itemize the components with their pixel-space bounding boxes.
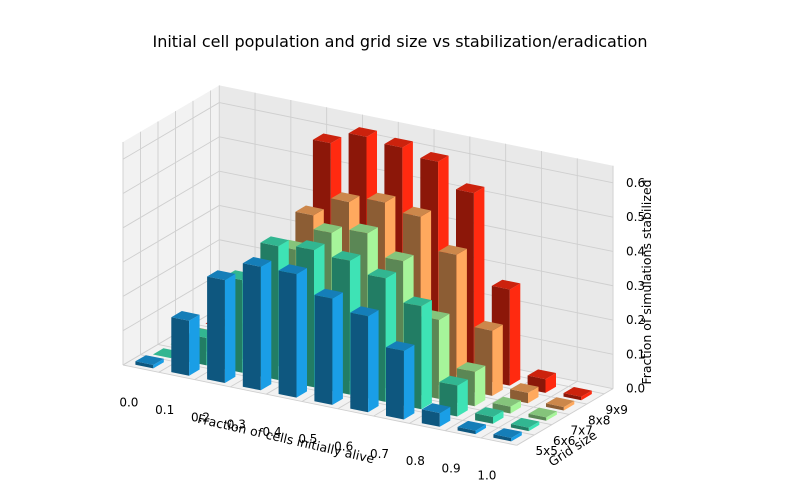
y-tick-label: 5x5: [536, 444, 558, 458]
bar: [546, 397, 575, 411]
bar: [314, 288, 343, 405]
x-tick-label: 0.8: [406, 454, 425, 468]
y-tick-label: 8x8: [588, 413, 610, 427]
grid-line: [219, 102, 614, 184]
bar: [492, 396, 521, 414]
bar: [563, 387, 592, 401]
y-tick-label: 7x7: [571, 424, 593, 438]
z-tick-label: 0.1: [626, 347, 645, 361]
grid-line: [516, 388, 614, 446]
bar: [493, 428, 522, 442]
grid-line: [122, 273, 220, 332]
x-tick-label: 1.0: [477, 469, 496, 483]
bar: [386, 341, 415, 420]
grid-line: [122, 205, 220, 263]
z-tick-label: 0.5: [626, 210, 645, 224]
grid-line: [122, 239, 220, 297]
grid-line: [219, 136, 614, 218]
bar: [278, 264, 307, 398]
bar: [207, 270, 236, 383]
grid-line: [444, 373, 542, 432]
z-tick-label: 0.3: [626, 279, 645, 293]
x-tick-label: 0.3: [227, 418, 246, 432]
bar: [171, 311, 200, 376]
bar: [528, 407, 557, 421]
grid-line: [122, 170, 220, 229]
bar: [457, 420, 486, 435]
x-tick-label: 0.4: [263, 425, 282, 439]
y-tick-label: 9x9: [606, 403, 628, 417]
bar: [510, 417, 540, 432]
z-tick-label: 0.6: [626, 176, 645, 190]
grid-line: [122, 136, 220, 194]
x-tick-label: 0.1: [155, 403, 174, 417]
bar: [350, 306, 379, 413]
x-tick-label: 0.0: [119, 396, 138, 410]
grid-line: [122, 364, 517, 446]
x-tick-label: 0.6: [334, 439, 353, 453]
z-tick-label: 0.2: [626, 313, 645, 327]
bar: [421, 403, 451, 427]
x-tick-label: 0.9: [442, 461, 461, 475]
grid-line: [122, 102, 220, 160]
tick-labels: 0.0 0.1 0.2 0.3 0.4 0.5 0.6 0.7 0.8 0.9 1.0 5x56x67…: [119, 176, 645, 483]
y-tick-label: 6x6: [553, 434, 575, 448]
bars: [135, 127, 592, 442]
x-tick-label: 0.5: [298, 432, 317, 446]
x-tick-label: 0.7: [370, 447, 389, 461]
grid-line: [122, 307, 220, 366]
z-tick-label: 0.0: [626, 382, 645, 396]
side-pane: [123, 85, 220, 366]
x-tick-label: 0.2: [191, 410, 210, 424]
bar: [135, 355, 164, 369]
bar: [475, 407, 504, 424]
bar: [242, 257, 272, 391]
z-axis-label: Fraction of simulations stabilized: [639, 179, 654, 384]
grid-line: [480, 380, 578, 439]
chart-title: Initial cell population and grid size vs…: [152, 32, 647, 51]
z-tick-label: 0.4: [626, 244, 645, 258]
